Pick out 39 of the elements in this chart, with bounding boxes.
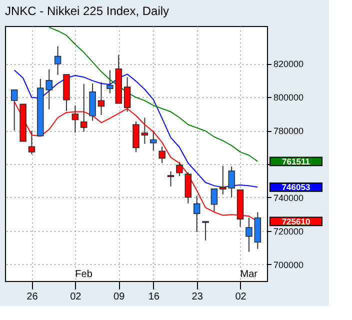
x-tick-label: 02	[70, 292, 82, 302]
candlestick	[246, 217, 252, 252]
x-tick-label: 26	[26, 292, 38, 302]
annotation: Feb	[75, 269, 93, 280]
candlestick	[184, 172, 192, 204]
text: 725610	[282, 216, 310, 226]
candlestick	[10, 89, 18, 132]
y-tick-label: 780000	[274, 126, 304, 136]
line-series	[48, 26, 258, 162]
candlestick	[158, 146, 166, 164]
annotation: Mar	[240, 269, 258, 280]
line-series	[14, 70, 258, 188]
candlestick	[210, 188, 218, 212]
x-tick-label: 23	[192, 292, 204, 302]
candlestick	[98, 82, 105, 116]
candlestick	[202, 220, 209, 241]
y-tick-label: 700000	[274, 260, 304, 270]
y-tick-label: 800000	[274, 92, 304, 103]
x-tick-label: 02	[235, 292, 247, 302]
text: 746053	[282, 182, 310, 192]
candlestick	[106, 70, 114, 94]
candlestick	[132, 120, 140, 153]
candlestick	[54, 46, 62, 76]
y-tick-label: 720000	[274, 226, 304, 236]
chart-title: JNKC - Nikkei 225 Index, Daily	[5, 4, 170, 18]
text: 761511	[282, 156, 310, 166]
candlestick	[176, 161, 183, 177]
y-tick-label: 740000	[274, 192, 304, 203]
y-tick-label: 820000	[274, 59, 304, 70]
candlestick	[28, 130, 36, 155]
candlestick	[167, 170, 174, 187]
candlestick	[220, 165, 226, 195]
x-tick-label: 16	[148, 292, 160, 302]
candlestick	[228, 166, 235, 198]
candlestick	[72, 104, 79, 134]
candlestick	[141, 117, 148, 144]
x-tick-label: 09	[114, 292, 126, 302]
candlestick	[46, 68, 52, 110]
candlestick	[193, 195, 200, 233]
